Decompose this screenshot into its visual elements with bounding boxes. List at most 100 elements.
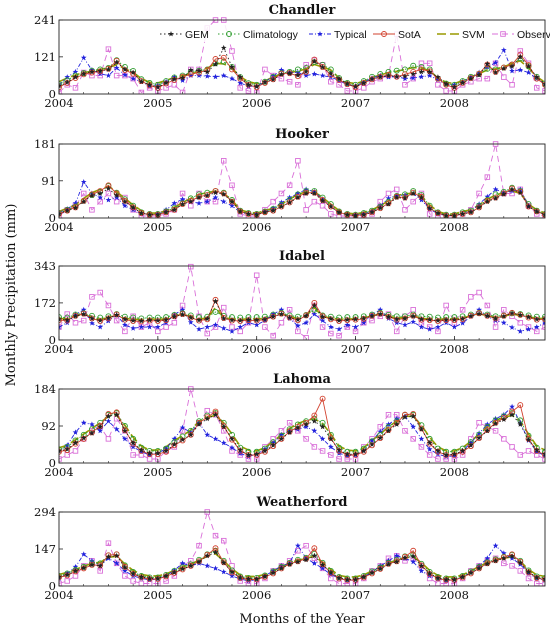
data-point-gem bbox=[138, 447, 145, 453]
series-line-clim bbox=[59, 57, 545, 86]
data-point-typ bbox=[303, 186, 309, 192]
data-point-typ bbox=[229, 444, 235, 451]
data-point-typ bbox=[311, 560, 318, 566]
data-point-gem bbox=[253, 576, 260, 582]
data-point-clim bbox=[393, 67, 400, 74]
y-tick-label: 0 bbox=[49, 579, 56, 593]
data-point-gem bbox=[525, 568, 532, 575]
x-tick-label: 2005 bbox=[143, 96, 172, 110]
data-point-obs bbox=[402, 428, 408, 434]
data-point-gem bbox=[138, 573, 145, 580]
series-line-obs bbox=[59, 266, 545, 339]
data-point-typ bbox=[484, 193, 491, 200]
data-point-gem bbox=[459, 573, 466, 580]
data-point-typ bbox=[418, 435, 425, 442]
data-point-obs bbox=[130, 452, 136, 458]
data-point-gem bbox=[138, 318, 145, 324]
data-point-gem bbox=[352, 451, 359, 457]
data-point-obs bbox=[163, 85, 169, 91]
data-point-typ bbox=[410, 423, 417, 430]
legend-item-obs: Observed bbox=[492, 29, 550, 41]
panel-idabel: Idabel 0 172 343 2004 2005 2006 2007 2008 bbox=[34, 249, 546, 356]
data-point-gem bbox=[501, 555, 507, 561]
data-point-obs bbox=[418, 444, 425, 450]
data-point-obs bbox=[262, 66, 268, 73]
data-point-obs bbox=[509, 82, 515, 88]
data-point-obs bbox=[80, 317, 87, 324]
data-point-gem bbox=[89, 68, 95, 75]
data-point-gem bbox=[319, 423, 326, 430]
data-point-gem bbox=[105, 185, 112, 191]
series-line-clim bbox=[59, 412, 545, 453]
x-tick-label: 2004 bbox=[44, 220, 73, 234]
data-point-gem bbox=[328, 70, 334, 76]
data-point-gem bbox=[525, 314, 532, 320]
data-point-gem bbox=[204, 68, 211, 75]
data-point-typ bbox=[328, 74, 334, 80]
data-point-gem bbox=[418, 562, 425, 569]
y-axis-label: Monthly Precipitation (mm) bbox=[4, 204, 19, 387]
data-point-gem bbox=[377, 74, 384, 80]
data-point-obs bbox=[212, 532, 219, 539]
data-point-gem bbox=[286, 70, 293, 76]
data-point-obs bbox=[163, 324, 169, 330]
data-point-obs bbox=[80, 190, 87, 197]
data-point-clim bbox=[212, 309, 219, 315]
data-point-gem bbox=[237, 208, 244, 214]
data-point-obs bbox=[278, 319, 285, 326]
data-point-gem bbox=[311, 190, 318, 196]
data-point-typ bbox=[220, 198, 227, 205]
data-point-gem bbox=[146, 575, 153, 581]
data-point-gem bbox=[443, 452, 449, 458]
data-point-gem bbox=[426, 205, 433, 211]
data-point-obs bbox=[311, 444, 318, 450]
data-point-gem bbox=[509, 310, 515, 316]
data-point-obs bbox=[509, 444, 515, 450]
data-point-obs bbox=[303, 542, 309, 549]
data-point-gem bbox=[542, 451, 545, 457]
data-point-sota bbox=[385, 72, 392, 78]
data-point-gem bbox=[212, 411, 219, 418]
data-point-gem bbox=[336, 209, 342, 215]
data-point-gem bbox=[311, 302, 318, 308]
data-point-gem bbox=[262, 209, 268, 215]
data-point-obs bbox=[97, 289, 103, 296]
data-point-gem bbox=[138, 210, 145, 216]
data-point-gem bbox=[196, 421, 202, 427]
data-point-gem bbox=[402, 554, 408, 561]
data-point-typ bbox=[220, 325, 227, 331]
data-point-typ bbox=[229, 75, 235, 82]
data-point-gem bbox=[72, 313, 79, 319]
data-point-gem bbox=[64, 79, 71, 85]
data-point-gem bbox=[138, 78, 145, 85]
data-point-gem bbox=[204, 192, 211, 198]
data-point-gem bbox=[295, 72, 301, 78]
panel-title: Idabel bbox=[279, 249, 325, 264]
data-point-gem bbox=[542, 576, 545, 582]
data-point-obs bbox=[509, 563, 515, 569]
data-point-gem bbox=[196, 194, 202, 200]
data-point-gem bbox=[179, 201, 186, 207]
data-point-sota bbox=[369, 312, 375, 319]
x-tick-label: 2004 bbox=[44, 342, 73, 356]
data-point-gem bbox=[435, 317, 441, 323]
data-point-gem bbox=[89, 561, 95, 568]
data-point-gem bbox=[220, 559, 227, 566]
data-point-typ bbox=[492, 186, 499, 192]
data-point-gem bbox=[105, 66, 112, 72]
data-point-gem bbox=[64, 571, 71, 578]
data-point-gem bbox=[237, 74, 244, 80]
series-line-svm bbox=[59, 59, 545, 85]
legend-marker bbox=[168, 31, 174, 37]
data-point-gem bbox=[319, 64, 326, 70]
data-point-obs bbox=[113, 72, 120, 79]
data-point-gem bbox=[155, 317, 161, 323]
data-point-gem bbox=[220, 191, 227, 197]
data-point-typ bbox=[311, 71, 318, 77]
data-point-gem bbox=[402, 315, 408, 321]
data-point-gem bbox=[517, 559, 524, 566]
data-point-gem bbox=[443, 576, 449, 582]
data-point-sota bbox=[542, 576, 545, 583]
data-point-typ bbox=[179, 77, 186, 83]
series-line-clim bbox=[59, 309, 545, 319]
